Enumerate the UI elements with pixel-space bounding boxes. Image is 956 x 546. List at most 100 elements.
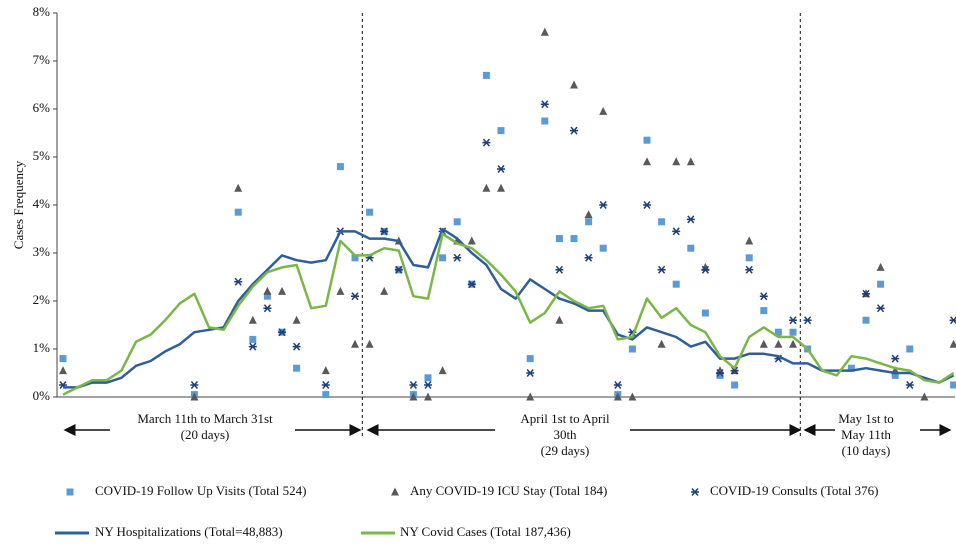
data-point xyxy=(278,328,286,337)
data-point xyxy=(613,381,622,389)
data-point xyxy=(190,392,199,401)
data-point xyxy=(949,339,956,348)
data-point xyxy=(906,345,914,353)
data-point xyxy=(380,227,389,236)
data-point xyxy=(862,316,870,324)
data-point xyxy=(716,366,724,375)
data-point xyxy=(774,339,783,348)
data-point xyxy=(366,208,374,216)
period-label: April 1st to April xyxy=(520,411,610,426)
data-point xyxy=(249,335,257,343)
data-point xyxy=(482,138,491,147)
data-point xyxy=(789,339,797,348)
data-point xyxy=(687,244,695,252)
data-point xyxy=(672,280,680,288)
data-point xyxy=(424,392,432,401)
data-point xyxy=(497,165,505,173)
data-point xyxy=(263,304,272,313)
y-tick-label: 5% xyxy=(33,148,51,163)
data-point xyxy=(628,345,636,353)
data-point xyxy=(482,183,491,192)
data-point xyxy=(526,369,535,377)
legend-label: COVID-19 Follow Up Visits (Total 524) xyxy=(95,483,307,498)
data-point xyxy=(336,163,344,171)
data-point xyxy=(365,339,374,348)
data-point xyxy=(409,381,418,389)
data-point xyxy=(745,236,754,245)
y-tick-label: 6% xyxy=(33,100,51,115)
data-point xyxy=(497,127,505,135)
data-point xyxy=(59,366,67,375)
data-point xyxy=(686,157,695,166)
data-point xyxy=(555,235,563,243)
legend-marker xyxy=(691,488,699,496)
data-point xyxy=(453,218,461,226)
data-point xyxy=(380,286,389,295)
data-point xyxy=(599,201,608,209)
data-point xyxy=(526,392,535,401)
data-point xyxy=(716,371,724,379)
period-label: 30th xyxy=(553,427,577,442)
data-point xyxy=(950,381,956,389)
data-point xyxy=(745,254,753,262)
data-point xyxy=(424,374,432,382)
data-point xyxy=(584,210,593,219)
data-point xyxy=(789,328,797,336)
data-point xyxy=(234,277,243,286)
data-point xyxy=(862,289,870,298)
data-point xyxy=(321,366,330,375)
y-tick-label: 8% xyxy=(33,4,51,19)
data-point xyxy=(891,354,900,363)
data-point xyxy=(847,364,855,372)
data-point xyxy=(263,286,272,295)
data-point xyxy=(351,292,359,301)
series-line xyxy=(62,232,955,396)
data-point xyxy=(482,71,490,79)
data-point xyxy=(321,381,330,389)
y-tick-label: 4% xyxy=(33,196,51,211)
data-point xyxy=(570,126,578,135)
period-label: May 11th xyxy=(841,427,891,442)
data-point xyxy=(672,157,681,166)
data-point xyxy=(760,307,768,315)
legend-marker xyxy=(66,488,74,496)
period-label: May 1st to xyxy=(838,411,894,426)
data-point xyxy=(336,286,345,295)
y-axis-label: Cases Frequency xyxy=(11,160,26,249)
data-point xyxy=(555,315,564,324)
data-point xyxy=(599,244,607,252)
y-tick-label: 2% xyxy=(33,292,51,307)
y-tick-label: 1% xyxy=(33,340,51,355)
data-point xyxy=(248,315,257,324)
data-point xyxy=(759,292,768,301)
data-point xyxy=(731,381,739,389)
data-point xyxy=(467,280,476,289)
data-point xyxy=(351,339,359,348)
data-point xyxy=(789,316,797,325)
data-point xyxy=(584,253,593,262)
data-point xyxy=(59,355,67,363)
data-point xyxy=(949,316,956,325)
data-point xyxy=(701,265,710,274)
y-tick-label: 7% xyxy=(33,52,51,67)
data-point xyxy=(322,391,330,399)
legend-label: COVID-19 Consults (Total 376) xyxy=(710,483,878,498)
period-label: (29 days) xyxy=(541,443,590,458)
data-point xyxy=(439,254,447,262)
data-point xyxy=(774,328,782,336)
data-point xyxy=(745,265,754,274)
data-point xyxy=(394,265,403,274)
series-line xyxy=(63,227,955,389)
data-point xyxy=(613,392,622,401)
period-label: March 11th to March 31st xyxy=(137,411,273,426)
data-point xyxy=(628,392,637,401)
data-point xyxy=(351,254,359,262)
data-point xyxy=(570,235,578,243)
legend-label: NY Hospitalizations (Total=48,883) xyxy=(95,524,283,539)
data-point xyxy=(234,208,242,216)
data-point xyxy=(658,218,666,226)
period-label: (10 days) xyxy=(842,443,891,458)
data-point xyxy=(730,366,739,375)
data-point xyxy=(672,227,681,236)
